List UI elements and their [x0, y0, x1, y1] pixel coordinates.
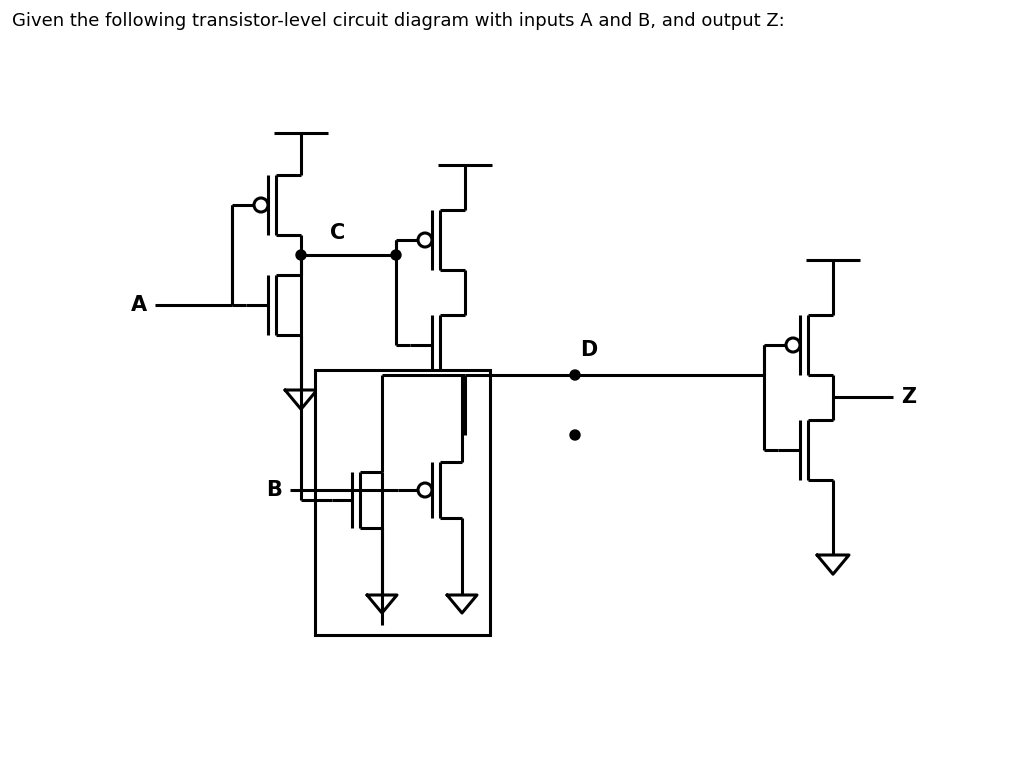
Text: A: A	[131, 295, 147, 315]
Text: Given the following transistor-level circuit diagram with inputs A and B, and ou: Given the following transistor-level cir…	[12, 12, 784, 30]
Bar	[315, 370, 490, 635]
Text: C: C	[331, 223, 346, 243]
Circle shape	[570, 370, 580, 380]
Circle shape	[254, 198, 268, 212]
Circle shape	[391, 250, 401, 260]
Circle shape	[418, 233, 432, 247]
Circle shape	[786, 338, 800, 352]
Text: Z: Z	[901, 387, 916, 407]
Text: D: D	[580, 340, 597, 360]
Circle shape	[570, 430, 580, 440]
Text: B: B	[266, 480, 282, 500]
Circle shape	[296, 250, 306, 260]
Circle shape	[418, 483, 432, 497]
